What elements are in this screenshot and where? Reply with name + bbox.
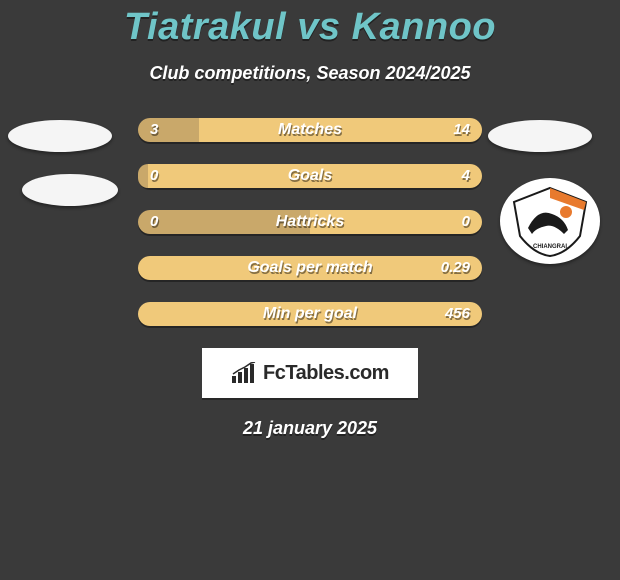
- stat-label: Hattricks: [138, 210, 482, 234]
- stat-row: 456Min per goal: [138, 302, 482, 326]
- player-left-avatar-bottom: [22, 174, 118, 206]
- stat-label: Goals per match: [138, 256, 482, 280]
- chiangrai-badge-icon: CHIANGRAI: [508, 184, 592, 258]
- stat-label: Goals: [138, 164, 482, 188]
- player-right-avatar-top: [488, 120, 592, 152]
- date-text: 21 january 2025: [0, 418, 620, 439]
- stat-row: 314Matches: [138, 118, 482, 142]
- player-left-avatar-top: [8, 120, 112, 152]
- watermark-logo: FcTables.com: [202, 348, 418, 398]
- stat-label: Min per goal: [138, 302, 482, 326]
- club-badge-right: CHIANGRAI: [500, 178, 600, 264]
- watermark-text: FcTables.com: [263, 362, 389, 385]
- stat-label: Matches: [138, 118, 482, 142]
- page-title: Tiatrakul vs Kannoo: [0, 0, 620, 49]
- bars-icon: [231, 362, 257, 384]
- stat-row: 0.29Goals per match: [138, 256, 482, 280]
- stats-container: 314Matches 04Goals 00Hattricks 0.29Goals pe…: [138, 118, 482, 326]
- subtitle: Club competitions, Season 2024/2025: [0, 63, 620, 84]
- badge-label: CHIANGRAI: [533, 244, 567, 250]
- stat-row: 00Hattricks: [138, 210, 482, 234]
- stat-row: 04Goals: [138, 164, 482, 188]
